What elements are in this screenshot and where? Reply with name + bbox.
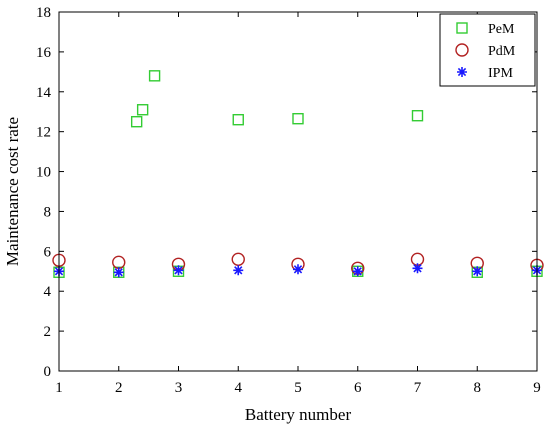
- data-marks: [52, 70, 544, 278]
- legend-marker-pdm: [455, 43, 469, 57]
- legend-label: PdM: [488, 44, 516, 59]
- y-tick-label: 12: [36, 125, 51, 141]
- y-tick-label: 16: [36, 45, 52, 61]
- ipm-point: [472, 266, 483, 277]
- ipm-point: [113, 267, 124, 278]
- y-tick-label: 6: [44, 244, 52, 260]
- y-axis-label: Maintenance cost rate: [3, 117, 22, 266]
- x-tick-label: 6: [354, 380, 362, 396]
- ipm-point: [293, 264, 303, 275]
- x-tick-label: 9: [533, 380, 541, 396]
- legend: PeM PdM IPM: [439, 13, 536, 87]
- pem-point: [148, 70, 161, 82]
- x-tick-label: 1: [55, 380, 63, 396]
- x-tick-label: 8: [474, 380, 482, 396]
- pdm-point: [112, 255, 126, 270]
- x-axis-ticks: 1 2 3 4 5 6 7 8 9: [55, 12, 541, 396]
- pem-point: [232, 113, 244, 126]
- y-tick-label: 10: [36, 165, 51, 181]
- y-tick-label: 4: [44, 284, 52, 300]
- y-tick-label: 2: [44, 324, 52, 340]
- ipm-point: [173, 265, 184, 276]
- x-tick-label: 2: [115, 380, 123, 396]
- ipm-point: [352, 266, 363, 277]
- pem-point: [292, 113, 304, 125]
- pdm-point: [231, 252, 245, 267]
- y-axis-ticks: 0 2 4 6 8 10 12 14 16 18: [36, 5, 537, 380]
- pem-point: [411, 110, 424, 122]
- y-tick-label: 18: [36, 5, 51, 21]
- y-tick-label: 8: [44, 204, 52, 220]
- x-axis-label: Battery number: [245, 405, 352, 424]
- y-tick-label: 14: [36, 85, 52, 101]
- legend-label: PeM: [488, 22, 515, 37]
- x-tick-label: 3: [175, 380, 183, 396]
- x-tick-label: 4: [235, 380, 243, 396]
- legend-marker-ipm: [457, 67, 467, 77]
- x-tick-label: 5: [294, 380, 302, 396]
- y-tick-label: 0: [44, 364, 52, 380]
- legend-label: IPM: [488, 66, 513, 81]
- ipm-point: [412, 263, 423, 274]
- x-tick-label: 7: [414, 380, 422, 396]
- pem-point: [130, 115, 143, 128]
- ipm-point: [233, 265, 244, 276]
- legend-marker-pem: [456, 22, 468, 34]
- pem-point: [136, 104, 149, 116]
